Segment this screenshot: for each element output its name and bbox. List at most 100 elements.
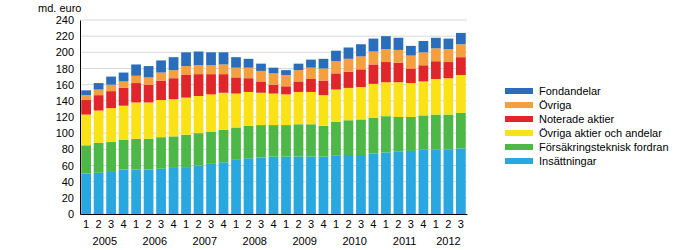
tick: 4	[320, 214, 326, 230]
bar-segment	[356, 87, 366, 119]
tick: 1	[433, 214, 439, 230]
legend-label: Insättningar	[539, 155, 597, 167]
bar-segment	[219, 64, 229, 74]
bar-segment	[406, 46, 416, 56]
tick: 4	[171, 214, 177, 230]
bar-segment	[394, 152, 404, 214]
bar-segment	[306, 60, 316, 68]
tick-label: 200	[56, 46, 74, 58]
bar-segment	[281, 86, 291, 94]
bar-segment	[256, 64, 266, 71]
bar-segment	[344, 88, 354, 120]
bar-segment	[81, 174, 91, 214]
bar-segment	[156, 73, 166, 81]
tick-label: 4	[270, 218, 276, 230]
tick: 1	[233, 214, 239, 230]
tick: 160	[56, 79, 80, 91]
bar-segment	[356, 119, 366, 155]
tick-label: 3	[108, 218, 114, 230]
bar-segment	[306, 68, 316, 79]
bar-segment	[219, 93, 229, 130]
bar-segment	[269, 157, 279, 214]
bar-segment	[431, 115, 441, 150]
bar-segment	[156, 137, 166, 169]
bar-segment	[206, 94, 216, 131]
bar-segment	[156, 100, 166, 137]
bar-segment	[269, 125, 279, 157]
bar-segment	[169, 136, 179, 168]
bar-segment	[181, 98, 191, 135]
bar-segment	[381, 116, 391, 152]
bar-segment	[331, 51, 341, 62]
bar-segment	[106, 85, 116, 91]
bar-segment	[156, 81, 166, 100]
bar-segment	[294, 81, 304, 92]
tick: 3	[458, 214, 464, 230]
bar-segment	[356, 155, 366, 214]
tick-label: 1	[333, 218, 339, 230]
bar-segment	[294, 124, 304, 156]
bar-segment	[269, 94, 279, 126]
tick-label: 2	[395, 218, 401, 230]
bar-segment	[169, 57, 179, 70]
tick-label: 2	[345, 218, 351, 230]
tick: 3	[208, 214, 214, 230]
bar-segment	[106, 91, 116, 108]
bar-segment	[294, 70, 304, 81]
tick-label: 1	[183, 218, 189, 230]
bar-segment	[331, 73, 341, 89]
bar-segment	[206, 132, 216, 164]
bar-segment	[306, 79, 316, 92]
tick: 0	[68, 208, 80, 220]
tick-label: 1	[83, 218, 89, 230]
tick-label: 1	[233, 218, 239, 230]
bar-segment	[181, 167, 191, 214]
bar-segment	[94, 83, 104, 89]
bar-segment	[206, 164, 216, 214]
tick-label: 3	[308, 218, 314, 230]
bar-segment	[431, 79, 441, 115]
tick: 3	[358, 214, 364, 230]
bar-segment	[344, 59, 354, 72]
tick: 4	[121, 214, 127, 230]
bar-segment	[381, 62, 391, 82]
bar-segment	[356, 56, 366, 69]
bar-segment	[431, 61, 441, 79]
bar-segment	[306, 124, 316, 156]
tick-label: 140	[56, 95, 74, 107]
bar-segment	[419, 81, 429, 115]
legend-label: Försäkringsteknisk fordran	[539, 141, 669, 153]
tick: 1	[183, 214, 189, 230]
bar-segment	[119, 81, 129, 87]
bar-segment	[419, 41, 429, 52]
tick: 2	[96, 214, 102, 230]
tick-label: 4	[171, 218, 177, 230]
tick: 80	[62, 143, 80, 155]
bar-segment	[344, 120, 354, 155]
tick: 220	[56, 30, 80, 42]
tick-label: 20	[62, 192, 74, 204]
bar-segment	[269, 85, 279, 94]
bar-segment	[369, 64, 379, 83]
bar-segment	[131, 170, 141, 214]
bar-segment	[244, 158, 254, 214]
bar-segment	[381, 36, 391, 49]
bar-segment	[369, 39, 379, 52]
tick: 3	[108, 214, 114, 230]
bar-segment	[144, 139, 154, 170]
bar-segment	[444, 115, 454, 150]
tick-label: 4	[220, 218, 226, 230]
bar-segment	[156, 60, 166, 72]
bar-segment	[106, 108, 116, 142]
legend-swatch	[505, 144, 533, 150]
bar-segment	[256, 93, 266, 125]
tick-label: 4	[420, 218, 426, 230]
tick: 1	[333, 214, 339, 230]
bar-segment	[269, 73, 279, 84]
bar-segment	[419, 52, 429, 65]
legend-swatch	[505, 116, 533, 122]
bar-segment	[181, 135, 191, 167]
bar-segment	[231, 128, 241, 160]
bar-segment	[94, 111, 104, 143]
tick-label: 2	[295, 218, 301, 230]
